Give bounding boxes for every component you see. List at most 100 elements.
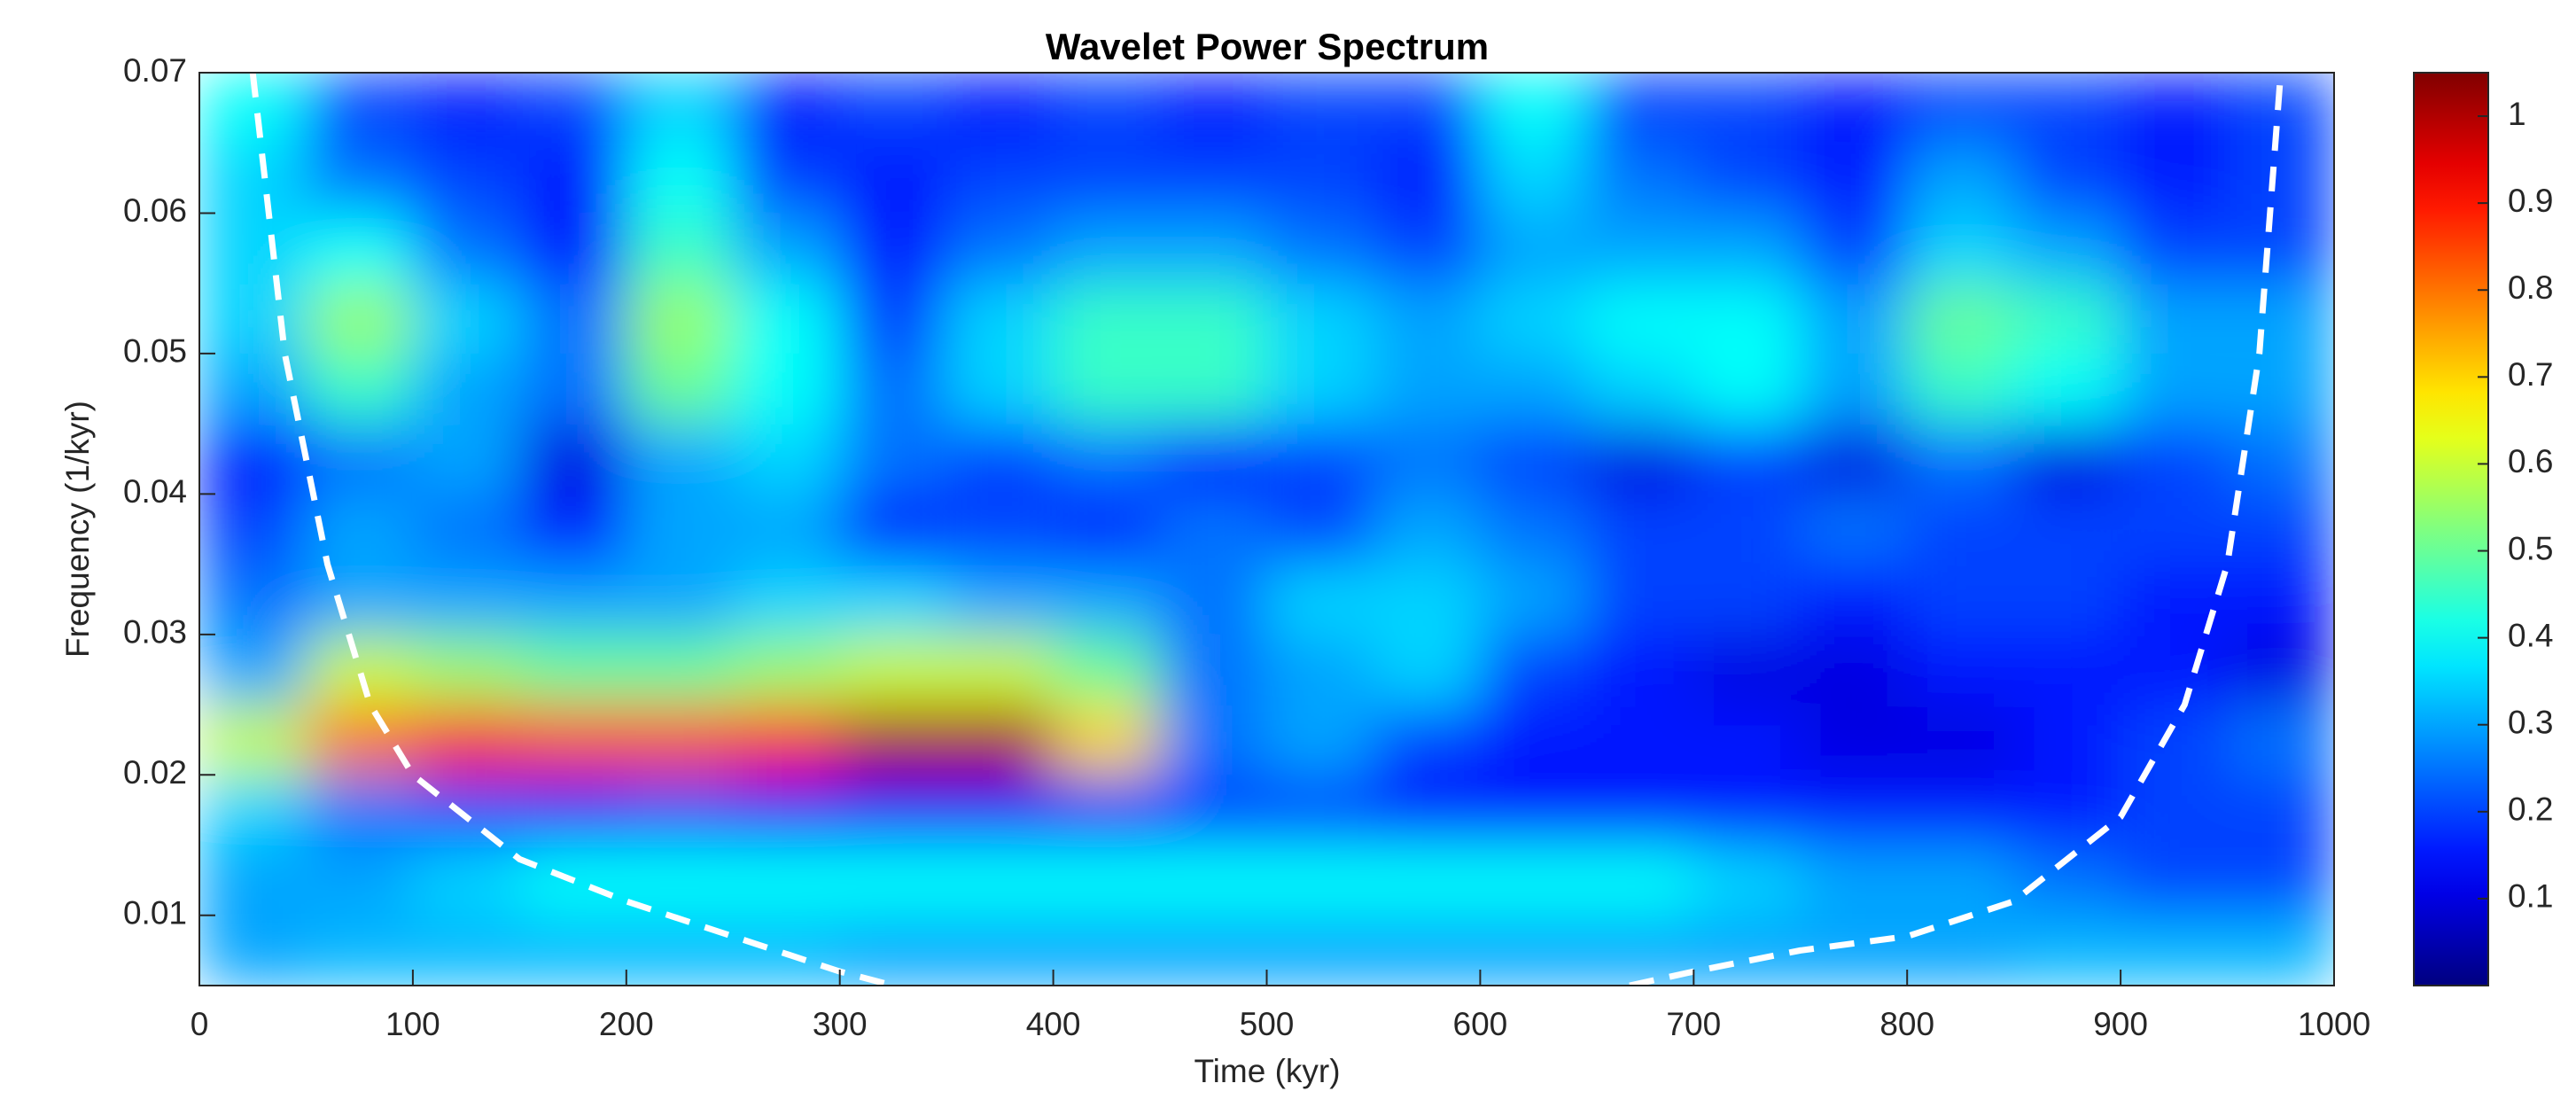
heat-cell — [412, 213, 520, 284]
heat-cell — [1480, 213, 1588, 284]
heat-cell — [2121, 73, 2229, 144]
heat-cell — [1907, 283, 2015, 355]
x-tick-label: 500 — [1240, 1006, 1295, 1042]
heat-cell — [1800, 424, 1908, 495]
heat-cell — [1586, 705, 1694, 776]
heat-cell — [1480, 564, 1588, 635]
heat-cell — [2013, 283, 2121, 355]
heat-cell — [306, 353, 414, 425]
heat-cell — [1053, 845, 1161, 916]
heat-cell — [626, 73, 734, 144]
heat-cell — [946, 143, 1055, 214]
heat-cell — [1693, 143, 1802, 214]
heat-cell — [1693, 634, 1802, 705]
heat-cell — [1266, 775, 1374, 846]
heat-cell — [1266, 494, 1374, 565]
heat-cell — [1160, 73, 1267, 144]
heat-cell — [1586, 564, 1694, 635]
heatmap-cells — [199, 73, 2334, 986]
heat-cell — [1800, 73, 1908, 144]
heat-cell — [946, 564, 1055, 635]
heat-cell — [1800, 283, 1908, 355]
heat-cell — [412, 353, 520, 425]
heat-cell — [1480, 705, 1588, 776]
heat-cell — [1266, 73, 1374, 144]
heat-cell — [839, 73, 947, 144]
heat-cell — [1266, 283, 1374, 355]
heat-cell — [1053, 73, 1161, 144]
heat-cell — [1373, 213, 1481, 284]
heat-cell — [412, 915, 520, 986]
heat-cell — [626, 915, 734, 986]
heat-cell — [1693, 424, 1802, 495]
heat-cell — [733, 283, 841, 355]
heat-cell — [1480, 494, 1588, 565]
heat-cell — [1160, 915, 1267, 986]
heat-cell — [626, 634, 734, 705]
heat-cell — [2013, 915, 2121, 986]
y-tick-label: 0.05 — [123, 333, 187, 370]
heat-cell — [1266, 424, 1374, 495]
heat-cell — [199, 353, 307, 425]
heat-cell — [1693, 283, 1802, 355]
heat-cell — [1053, 775, 1161, 846]
heat-cell — [839, 564, 947, 635]
heat-cell — [1053, 705, 1161, 776]
heat-cell — [519, 494, 627, 565]
heat-cell — [2013, 143, 2121, 214]
heat-cell — [1373, 283, 1481, 355]
heat-cell — [412, 705, 520, 776]
heat-cell — [733, 353, 841, 425]
heat-cell — [1586, 283, 1694, 355]
heat-cell — [412, 424, 520, 495]
heat-cell — [519, 73, 627, 144]
heat-cell — [306, 283, 414, 355]
heat-cell — [1266, 705, 1374, 776]
heat-cell — [412, 73, 520, 144]
heat-cell — [946, 353, 1055, 425]
heat-cell — [1693, 564, 1802, 635]
heat-cell — [1266, 213, 1374, 284]
heat-cell — [839, 424, 947, 495]
heat-cell — [1586, 143, 1694, 214]
heatmap — [199, 73, 2334, 986]
heat-cell — [519, 915, 627, 986]
heat-cell — [946, 283, 1055, 355]
heat-cell — [839, 634, 947, 705]
heat-cell — [733, 143, 841, 214]
heat-cell — [733, 915, 841, 986]
x-tick-label: 200 — [599, 1006, 654, 1042]
colorbar-tick-label: 0.7 — [2508, 356, 2553, 393]
heat-cell — [412, 143, 520, 214]
heat-cell — [1800, 213, 1908, 284]
heat-cell — [626, 143, 734, 214]
colorbar-tick-label: 0.1 — [2508, 878, 2553, 915]
x-tick-label: 600 — [1453, 1006, 1508, 1042]
heat-cell — [2227, 915, 2334, 986]
colorbar-tick-label: 1 — [2508, 96, 2526, 132]
heat-cell — [1800, 353, 1908, 425]
heat-cell — [1053, 143, 1161, 214]
heat-cell — [2227, 213, 2334, 284]
heat-cell — [733, 845, 841, 916]
heat-cell — [2013, 705, 2121, 776]
colorbar-tick-label: 0.2 — [2508, 791, 2553, 828]
heat-cell — [1800, 494, 1908, 565]
heat-cell — [199, 634, 307, 705]
heat-cell — [1160, 564, 1267, 635]
heat-cell — [1480, 353, 1588, 425]
heat-cell — [733, 564, 841, 635]
heat-cell — [199, 845, 307, 916]
heat-cell — [1160, 143, 1267, 214]
heat-cell — [2227, 564, 2334, 635]
heat-cell — [1480, 424, 1588, 495]
colorbar-tick-label: 0.8 — [2508, 269, 2553, 306]
heat-cell — [2013, 775, 2121, 846]
colorbar-tick-label: 0.9 — [2508, 183, 2553, 219]
heat-cell — [946, 845, 1055, 916]
heat-cell — [1053, 353, 1161, 425]
heat-cell — [306, 564, 414, 635]
heat-cell — [2227, 283, 2334, 355]
heat-cell — [1160, 424, 1267, 495]
overlay: 0 100 200 300 400 500 600 700 800 900 1000 0.01 0.02… — [123, 52, 2553, 1042]
